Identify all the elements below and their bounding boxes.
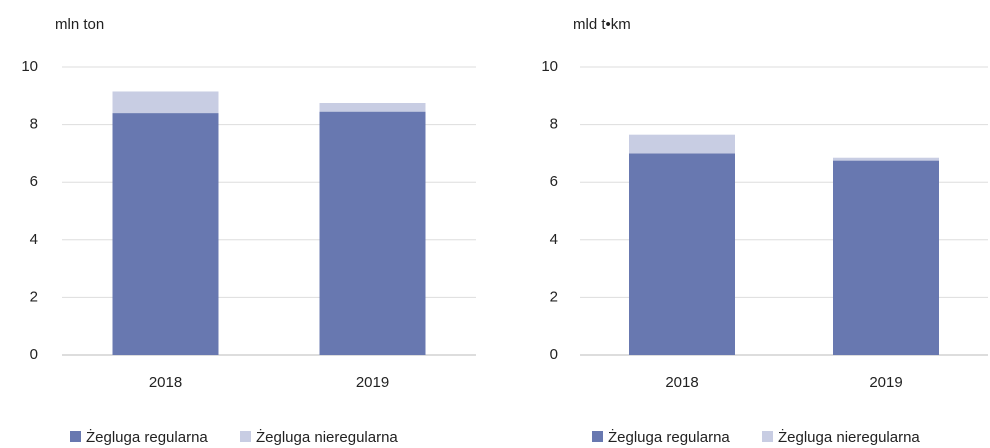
bar-segment	[833, 160, 939, 355]
legend-swatch	[240, 431, 251, 442]
x-tick-label: 2019	[869, 374, 902, 391]
y-tick-label: 8	[550, 116, 558, 133]
y-tick-label: 2	[550, 288, 558, 305]
legend-swatch	[592, 431, 603, 442]
legend-label: Żegluga regularna	[608, 428, 730, 446]
legend-label: Żegluga nieregularna	[256, 428, 398, 446]
y-tick-label: 2	[30, 288, 38, 305]
bar-segment	[833, 157, 939, 161]
x-tick-label: 2018	[149, 374, 182, 391]
y-tick-label: 0	[550, 346, 558, 363]
y-tick-label: 6	[550, 173, 558, 190]
y-axis-label: mld t•km	[573, 16, 631, 33]
y-axis-label: mln ton	[55, 16, 104, 33]
legend-label: Żegluga regularna	[86, 428, 208, 446]
bar-segment	[112, 113, 219, 355]
bar-segment	[319, 103, 426, 112]
y-tick-label: 4	[30, 231, 38, 248]
bar-segment	[629, 134, 735, 154]
legend-swatch	[70, 431, 81, 442]
x-tick-label: 2019	[356, 374, 389, 391]
y-tick-label: 6	[30, 173, 38, 190]
y-tick-label: 10	[21, 58, 38, 75]
y-tick-label: 8	[30, 116, 38, 133]
bar-segment	[112, 91, 219, 114]
y-tick-label: 4	[550, 231, 558, 248]
y-tick-label: 10	[541, 58, 558, 75]
legend-label: Żegluga nieregularna	[778, 428, 920, 446]
x-tick-label: 2018	[665, 374, 698, 391]
legend-swatch	[762, 431, 773, 442]
y-tick-label: 0	[30, 346, 38, 363]
bar-segment	[629, 153, 735, 355]
bar-segment	[319, 111, 426, 355]
